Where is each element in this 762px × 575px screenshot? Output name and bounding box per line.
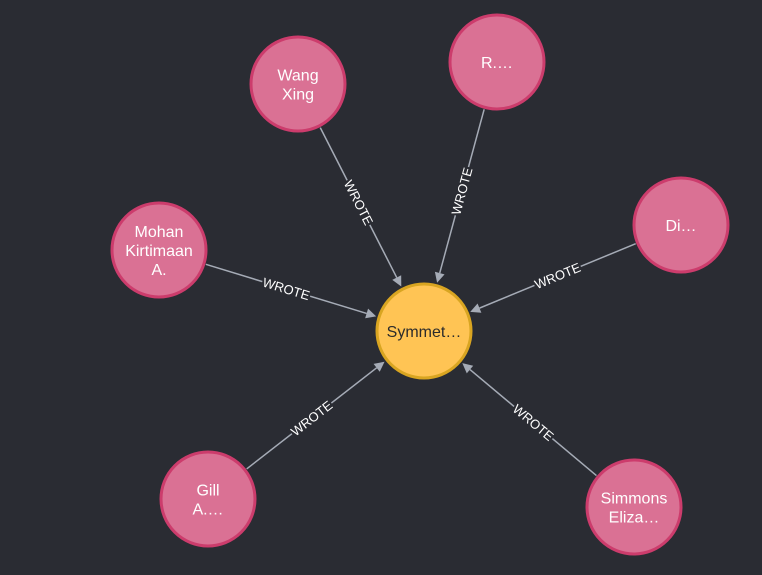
edge-label-bg [340, 176, 377, 229]
edge-label-bg [531, 258, 584, 293]
arrow-head-icon [470, 303, 482, 313]
edge-label: WROTE [448, 166, 475, 217]
edge-wrote[interactable]: WROTE [434, 109, 485, 283]
node-author-mohan[interactable]: Mohan Kirtimaan A. [110, 201, 208, 299]
node-paper[interactable]: Symmet… [375, 282, 473, 380]
arrow-head-icon [392, 275, 402, 287]
author-node-circle [110, 201, 208, 299]
edge-label: WROTE [261, 275, 312, 304]
node-label: R.… [481, 55, 513, 72]
arrow-head-icon [365, 308, 377, 319]
nodes-layer: Wang Xing R.… Di… Mohan Kirtimaan A. Gill A.… Sim… [110, 13, 730, 556]
author-node-circle [159, 450, 257, 548]
node-label: Di… [665, 218, 696, 235]
arrow-head-icon [373, 361, 385, 372]
author-node-circle [448, 13, 546, 111]
edge-label-bg [508, 400, 558, 445]
node-label: A. [151, 262, 166, 279]
edge-label-bg [259, 273, 313, 304]
node-label: Simmons [601, 491, 668, 508]
arrow-head-icon [434, 271, 445, 283]
node-label: Symmet… [387, 324, 462, 341]
edge-wrote[interactable]: WROTE [319, 127, 402, 287]
edge-wrote[interactable]: WROTE [470, 242, 636, 313]
paper-node-circle [375, 282, 473, 380]
node-label: Mohan [135, 224, 184, 241]
node-author-di[interactable]: Di… [632, 176, 730, 274]
author-node-circle [249, 35, 347, 133]
node-label: Eliza… [609, 510, 660, 527]
edge-label-bg [287, 396, 337, 441]
edge-label: WROTE [288, 397, 336, 439]
edge-wrote[interactable]: WROTE [205, 263, 377, 319]
edge-wrote[interactable]: WROTE [246, 361, 385, 470]
author-node-circle [585, 458, 683, 556]
node-label: Xing [282, 87, 314, 104]
edge-label: WROTE [510, 401, 557, 444]
node-author-gill[interactable]: Gill A.… [159, 450, 257, 548]
edge-wrote[interactable]: WROTE [462, 363, 597, 477]
author-node-circle [632, 176, 730, 274]
node-author-r[interactable]: R.… [448, 13, 546, 111]
node-label: A.… [192, 502, 223, 519]
node-label: Gill [196, 483, 219, 500]
edge-label-bg [447, 164, 477, 218]
node-label: Wang [277, 68, 318, 85]
arrow-head-icon [462, 363, 474, 374]
node-author-wang-xing[interactable]: Wang Xing [249, 35, 347, 133]
node-label: Kirtimaan [125, 243, 193, 260]
edge-label: WROTE [532, 260, 583, 292]
node-author-simmons[interactable]: Simmons Eliza… [585, 458, 683, 556]
